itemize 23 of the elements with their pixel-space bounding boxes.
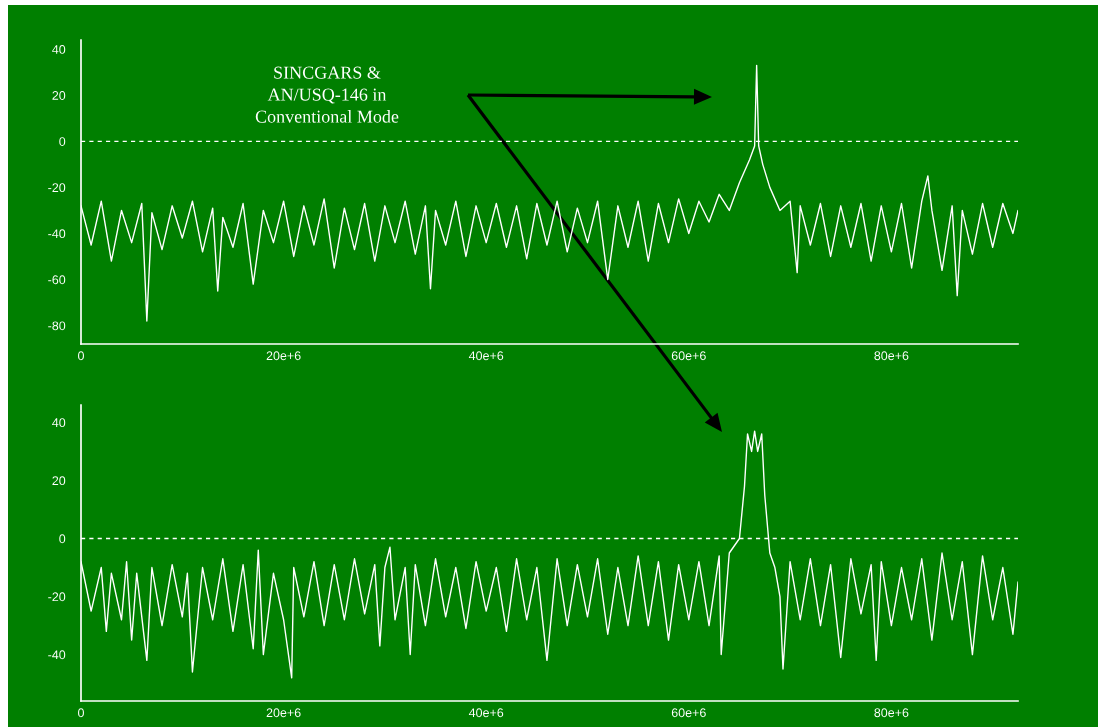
x-tick-label: 20e+6 xyxy=(266,708,301,718)
y-tick-label: -80 xyxy=(48,321,66,331)
y-tick-label: -40 xyxy=(48,650,66,660)
y-tick-label: 40 xyxy=(52,418,66,428)
y-tick-label: -60 xyxy=(48,275,66,285)
y-tick-label: 20 xyxy=(52,91,66,100)
y-tick-label: 0 xyxy=(59,137,66,146)
x-tick-label: 0 xyxy=(78,351,84,361)
annotation: SINCGARS & AN/USQ-146 in Conventional Mode xyxy=(255,66,399,123)
y-tick-label: 40 xyxy=(52,45,66,54)
x-tick-label: 40e+6 xyxy=(468,351,504,361)
y-tick-label: 0 xyxy=(59,534,66,544)
x-tick-label: 80e+6 xyxy=(874,351,909,361)
x-tick-label: 0 xyxy=(78,708,84,718)
y-tick-label: -40 xyxy=(48,229,66,239)
y-tick-label: -20 xyxy=(48,592,66,602)
x-tick-label: 60e+6 xyxy=(671,351,706,361)
y-tick-label: 20 xyxy=(52,476,66,486)
y-tick-label: -20 xyxy=(48,183,66,193)
x-tick-label: 40e+6 xyxy=(468,708,504,718)
x-tick-label: 20e+6 xyxy=(266,351,301,361)
x-tick-label: 60e+6 xyxy=(671,708,706,718)
x-tick-label: 80e+6 xyxy=(874,708,909,718)
